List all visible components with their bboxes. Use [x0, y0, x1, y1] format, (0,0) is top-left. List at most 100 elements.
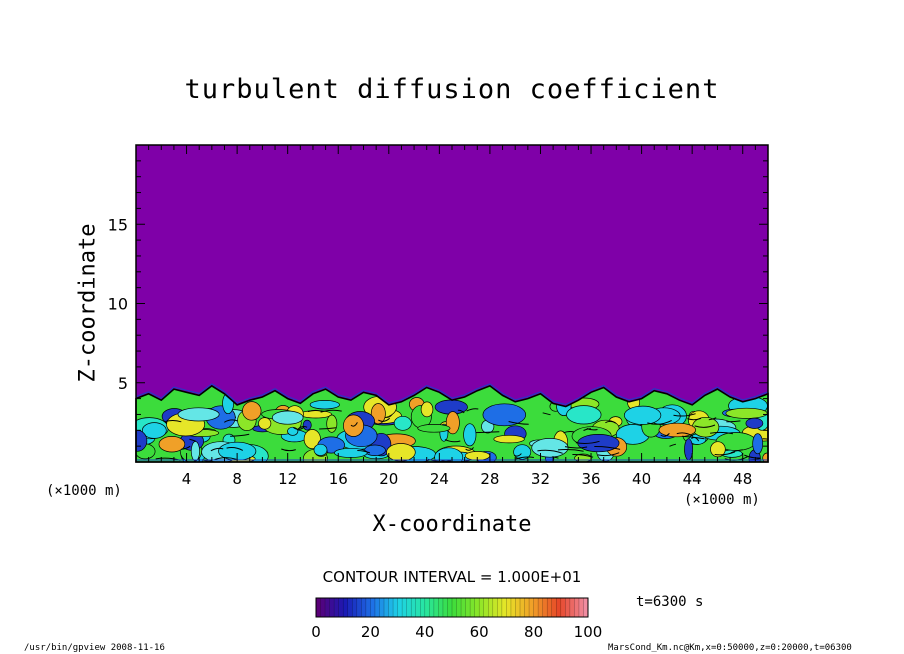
- contour-line: [293, 426, 305, 430]
- contour-line: [744, 454, 761, 459]
- colorbar-segment: [574, 598, 580, 617]
- x-tick-label: 48: [733, 470, 752, 488]
- turbulent-cell: [482, 403, 527, 427]
- x-tick-label: 8: [232, 470, 242, 488]
- contour-line: [762, 438, 768, 442]
- colorbar-segment: [520, 598, 525, 617]
- turbulent-cell: [177, 407, 220, 422]
- colorbar-segment: [374, 598, 380, 617]
- contour-line: [647, 419, 672, 425]
- colorbar-segment: [461, 598, 466, 617]
- contour-line: [682, 435, 705, 440]
- contour-line: [575, 440, 600, 444]
- contour-line: [350, 422, 358, 427]
- turbulent-cell: [417, 424, 451, 433]
- contour-line: [281, 448, 296, 452]
- contour-line: [583, 428, 591, 431]
- contour-line: [508, 421, 529, 425]
- turbulent-cell: [364, 444, 386, 456]
- turbulent-cell: [326, 414, 338, 433]
- colorbar-segment: [474, 598, 480, 617]
- contour-line: [669, 443, 677, 447]
- colorbar-segment: [483, 598, 489, 617]
- contour-line: [378, 417, 391, 422]
- contour-line: [708, 417, 717, 421]
- turbulent-cell: [752, 433, 764, 455]
- colorbar-segment: [334, 598, 339, 617]
- colorbar-segment: [542, 598, 548, 617]
- colorbar-segment: [393, 598, 398, 617]
- colorbar-segment: [347, 598, 353, 617]
- contour-line: [676, 432, 694, 437]
- contour-line: [552, 456, 559, 459]
- contour-line: [180, 445, 191, 450]
- turbulent-cell: [393, 415, 412, 431]
- contour-line: [594, 445, 621, 450]
- turbulent-cell: [309, 400, 340, 410]
- turbulent-cell: [745, 417, 764, 429]
- turbulent-cell: [271, 410, 304, 425]
- colorbar-segment: [433, 598, 439, 617]
- colorbar-segment: [402, 598, 407, 617]
- colorbar-segment: [560, 598, 566, 617]
- colorbar-segment: [442, 598, 448, 617]
- colorbar-segment: [352, 598, 358, 617]
- x-axis-ticks: 4 8 12 16 20 24 28 32 36 40 44 48: [135, 145, 769, 488]
- y-axis-ticks: 5 10 15: [108, 144, 768, 463]
- colorbar-segment: [429, 598, 435, 617]
- x-tick-label: 12: [278, 470, 297, 488]
- turbulent-cell: [434, 447, 464, 462]
- turbulent-cell: [445, 411, 460, 435]
- contour-line: [557, 449, 584, 452]
- contour-line: [694, 424, 716, 428]
- turbulent-cell: [684, 438, 694, 461]
- contour-line: [563, 431, 575, 434]
- colorbar-segment: [524, 598, 530, 617]
- colorbar-segment: [452, 598, 457, 617]
- x-tick-label: 16: [329, 470, 348, 488]
- contour-line: [465, 447, 474, 451]
- colorbar-segment: [510, 598, 516, 617]
- contour-line: [189, 438, 196, 442]
- colorbar-segment: [361, 598, 367, 617]
- colorbar-segment: [456, 598, 462, 617]
- colorbar-segment: [424, 598, 430, 617]
- colorbar-segment: [384, 598, 389, 617]
- colorbar-segment: [465, 598, 471, 617]
- colorbar-segment: [388, 598, 394, 617]
- colorbar-segment: [578, 598, 584, 617]
- colorbar-segment: [565, 598, 571, 617]
- turbulent-cell: [463, 423, 477, 447]
- contour-line: [357, 450, 371, 454]
- y-tick-label: 5: [118, 374, 128, 393]
- turbulent-cell: [710, 441, 726, 458]
- contour-line: [542, 412, 551, 416]
- x-axis-label: X-coordinate: [372, 512, 532, 537]
- colorbar-segment: [320, 598, 326, 617]
- contour-line: [597, 452, 620, 457]
- colorbar-segment: [365, 598, 371, 617]
- colorbar-segment: [529, 598, 534, 617]
- contour-line: [444, 439, 461, 443]
- turbulent-cell: [420, 401, 434, 418]
- colorbar-segment: [492, 598, 498, 617]
- colorbar-segment: [370, 598, 376, 617]
- colorbar-segment: [447, 598, 453, 617]
- contour-line: [537, 449, 563, 454]
- y-axis-unit: (×1000 m): [46, 483, 122, 499]
- contour-line: [210, 447, 224, 452]
- x-tick-label: 20: [379, 470, 398, 488]
- contour-interval-label: CONTOUR INTERVAL = 1.000E+01: [322, 568, 582, 586]
- contour-line: [564, 446, 588, 449]
- contour-line: [297, 426, 308, 430]
- contour-line: [457, 409, 465, 414]
- colorbar-segment: [406, 598, 412, 617]
- contour-line: [687, 417, 702, 421]
- x-axis-unit: (×1000 m): [684, 492, 760, 508]
- turbulent-cell: [566, 405, 602, 425]
- turbulent-cell: [725, 407, 768, 419]
- colorbar-segment: [397, 598, 403, 617]
- contour-line: [307, 409, 323, 413]
- colorbar-segment: [538, 598, 543, 617]
- contour-line: [513, 453, 522, 457]
